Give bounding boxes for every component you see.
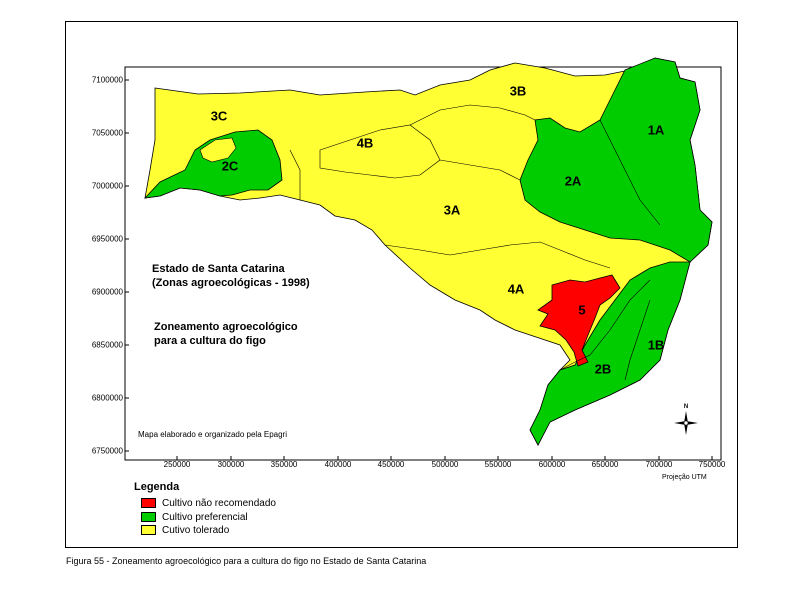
zone-label-2a: 2A (564, 173, 582, 189)
x-tick-label: 750000 (698, 460, 726, 469)
zone-boundaries (289, 104, 661, 381)
projection-label: Projeção UTM (662, 474, 707, 481)
figure-caption: Figura 55 - Zoneamento agroecológico par… (66, 556, 427, 566)
legend-title: Legenda (134, 481, 180, 493)
zone-label-4b: 4B (356, 135, 374, 151)
zone-3C-tolerado (199, 137, 237, 163)
x-tick-label: 450000 (377, 460, 405, 469)
x-tick-label: 550000 (484, 460, 512, 469)
map-credit: Mapa elaborado e organizado pela Epagri (138, 430, 287, 439)
legend-label: Cutivo tolerado (162, 525, 230, 536)
zone-label-2c: 2C (221, 158, 239, 174)
x-tick-label: 250000 (163, 460, 191, 469)
zone-label-1b: 1B (647, 337, 665, 353)
legend-label: Cultivo preferencial (162, 512, 248, 523)
legend-item: Cutivo tolerado (141, 525, 229, 537)
zone-1B-2B-preferencial (529, 261, 691, 446)
y-tick-label: 6750000 (91, 446, 123, 456)
zone-5-nao-recomendado (537, 274, 621, 367)
legend-swatch (141, 498, 156, 509)
map-title: Estado de Santa Catarina (Zonas agroecol… (152, 262, 310, 290)
figure-frame (65, 21, 738, 548)
x-tick-label: 300000 (217, 460, 245, 469)
zone-label-3b: 3B (509, 83, 527, 99)
map-plot-frame (124, 66, 722, 461)
x-tick-label: 350000 (270, 460, 298, 469)
zone-label-1a: 1A (647, 122, 665, 138)
zone-label-2b: 2B (594, 361, 612, 377)
map-title-line1: Estado de Santa Catarina (152, 263, 285, 275)
zone-label-5: 5 (578, 302, 586, 318)
y-tick-label: 7100000 (91, 75, 123, 85)
legend-item: Cultivo não recomendado (141, 498, 276, 510)
zone-label-4a: 4A (507, 281, 525, 297)
zone-label-3a: 3A (443, 202, 461, 218)
y-tick-label: 6950000 (91, 234, 123, 244)
legend-swatch (141, 512, 156, 523)
y-tick-label: 6900000 (91, 287, 123, 297)
y-tick-label: 6800000 (91, 393, 123, 403)
x-tick-label: 600000 (538, 460, 566, 469)
y-tick-label: 7000000 (91, 181, 123, 191)
x-tick-label: 650000 (591, 460, 619, 469)
map-subtitle: Zoneamento agroecológico para a cultura … (154, 320, 298, 348)
x-tick-label: 700000 (645, 460, 673, 469)
map-subtitle-line1: Zoneamento agroecológico (154, 321, 298, 333)
y-tick-label: 7050000 (91, 128, 123, 138)
zone-1A-2A-preferencial (519, 57, 713, 263)
legend-swatch (141, 525, 156, 536)
svg-text:N: N (684, 404, 688, 410)
y-tick-label: 6850000 (91, 340, 123, 350)
north-arrow-icon: N (674, 404, 698, 435)
zone-2C-preferencial (143, 129, 283, 199)
x-tick-label: 400000 (324, 460, 352, 469)
legend-item: Cultivo preferencial (141, 512, 248, 524)
zone-label-3c: 3C (210, 108, 228, 124)
legend-label: Cultivo não recomendado (162, 498, 276, 509)
x-tick-label: 500000 (431, 460, 459, 469)
map-subtitle-line2: para a cultura do figo (154, 335, 266, 347)
map-title-line2: (Zonas agroecológicas - 1998) (152, 277, 310, 289)
